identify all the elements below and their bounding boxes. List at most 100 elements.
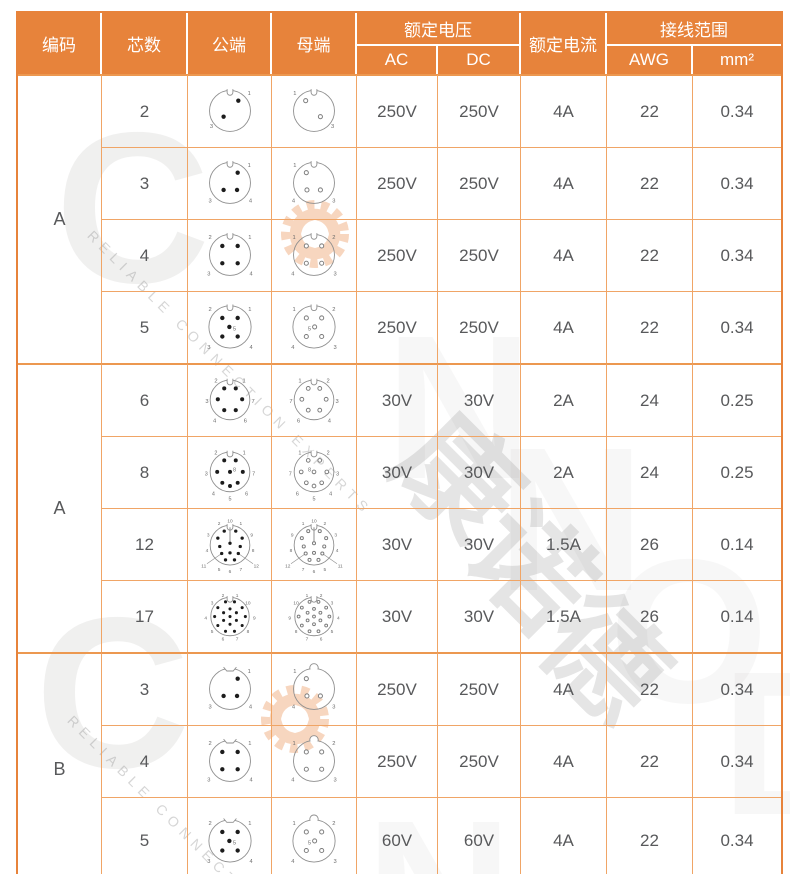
- mm2-cell: 0.25: [693, 436, 781, 508]
- header-awg: AWG: [607, 46, 693, 74]
- svg-text:6: 6: [313, 569, 316, 574]
- svg-text:1: 1: [302, 521, 305, 527]
- svg-text:6: 6: [228, 569, 231, 574]
- svg-text:7: 7: [251, 399, 254, 405]
- dc-voltage-cell: 30V: [438, 436, 521, 508]
- svg-text:5: 5: [308, 840, 311, 846]
- female-diagram-cell: 2 1 3 4: [272, 219, 357, 291]
- code-cell: A: [18, 363, 102, 652]
- svg-text:3: 3: [207, 272, 210, 278]
- svg-text:2: 2: [208, 235, 211, 241]
- current-cell: 4A: [521, 74, 607, 147]
- current-cell: 4A: [521, 725, 607, 797]
- svg-text:2: 2: [214, 378, 217, 384]
- female-connector-diagram: 1 3 4: [292, 161, 335, 204]
- table-row: 4 2 1 3 4 2 1 3 4 250V 250V 4A 22 0.34: [18, 219, 781, 291]
- current-cell: 1.5A: [521, 508, 607, 580]
- mm2-cell: 0.34: [693, 652, 781, 725]
- svg-text:3: 3: [335, 399, 338, 405]
- header-mm2: mm²: [693, 46, 781, 74]
- ac-voltage-cell: 250V: [357, 147, 438, 219]
- svg-text:10: 10: [227, 518, 233, 524]
- svg-text:3: 3: [331, 124, 334, 130]
- svg-text:4: 4: [291, 859, 295, 865]
- table-row: 4 2 1 3 4 2 1 3 4 250V 250V 4A 22 0.34: [18, 725, 781, 797]
- svg-text:3: 3: [208, 198, 211, 204]
- male-connector-diagram: 1 3 4: [208, 161, 252, 204]
- male-diagram-cell: 2 1 3 7 4 6 5 8: [188, 436, 272, 508]
- svg-text:1: 1: [242, 450, 245, 456]
- code-cell: A: [18, 74, 102, 363]
- male-connector-diagram: 2 1 3 4: [207, 233, 253, 278]
- svg-text:4: 4: [291, 345, 295, 351]
- awg-cell: 22: [607, 74, 693, 147]
- ac-voltage-cell: 250V: [357, 74, 438, 147]
- svg-text:9: 9: [252, 615, 255, 621]
- cores-cell: 4: [102, 219, 188, 291]
- female-connector-diagram: 13: [293, 89, 335, 132]
- cores-cell: 5: [102, 291, 188, 363]
- svg-text:3: 3: [210, 601, 213, 607]
- svg-text:3: 3: [334, 272, 337, 278]
- svg-text:9: 9: [288, 615, 291, 621]
- svg-text:1: 1: [306, 593, 309, 599]
- svg-text:8: 8: [308, 468, 311, 474]
- svg-text:2: 2: [327, 450, 330, 456]
- svg-text:6: 6: [243, 419, 246, 425]
- svg-text:4: 4: [204, 615, 207, 621]
- table-row: 5 2 1 3 4 5 2 1 3 4 5 60V 60V 4A 22 0.34: [18, 797, 781, 874]
- svg-text:2: 2: [208, 307, 211, 313]
- svg-text:2: 2: [320, 593, 323, 599]
- ac-voltage-cell: 30V: [357, 580, 438, 652]
- svg-text:1: 1: [298, 450, 301, 456]
- svg-text:6: 6: [245, 491, 248, 497]
- awg-cell: 22: [607, 725, 693, 797]
- svg-text:1: 1: [235, 593, 238, 599]
- svg-text:3: 3: [206, 533, 209, 539]
- svg-text:1: 1: [293, 307, 296, 313]
- current-cell: 4A: [521, 147, 607, 219]
- header-code: 编码: [18, 13, 102, 74]
- cores-cell: 3: [102, 147, 188, 219]
- current-cell: 4A: [521, 797, 607, 874]
- svg-text:7: 7: [235, 637, 238, 643]
- svg-text:4: 4: [336, 548, 339, 554]
- svg-text:4: 4: [211, 491, 214, 497]
- male-diagram-cell: 2 1 3 4 5: [188, 291, 272, 363]
- female-connector-diagram: 2 1 3 4 5: [291, 304, 337, 351]
- ac-voltage-cell: 30V: [357, 508, 438, 580]
- dc-voltage-cell: 60V: [438, 797, 521, 874]
- svg-text:1: 1: [247, 91, 250, 97]
- female-connector-diagram: 2 1 3 4: [291, 233, 337, 278]
- svg-text:4: 4: [249, 859, 253, 865]
- female-diagram-cell: 2 1 3 4 5: [272, 797, 357, 874]
- svg-text:1: 1: [293, 821, 296, 827]
- male-connector-diagram: 2 1 3 4 5: [207, 817, 253, 865]
- ac-voltage-cell: 60V: [357, 797, 438, 874]
- svg-text:11: 11: [201, 563, 206, 569]
- svg-text:3: 3: [207, 859, 210, 865]
- svg-text:1: 1: [248, 821, 251, 827]
- svg-text:2: 2: [332, 235, 335, 241]
- table-row: A 2 1 3 1 3 250V 250V 4A 22 0.34: [18, 74, 781, 363]
- female-diagram-cell: 1 3 4: [272, 147, 357, 219]
- table-row: 5 2 1 3 4 5 2 1 3 4 5 250V 250V 4A 22 0.34: [18, 291, 781, 363]
- svg-text:7: 7: [239, 567, 242, 573]
- svg-text:6: 6: [297, 419, 300, 425]
- svg-text:5: 5: [324, 567, 327, 573]
- svg-text:3: 3: [334, 778, 337, 784]
- svg-text:5: 5: [210, 629, 213, 635]
- cores-cell: 17: [102, 580, 188, 652]
- female-connector-diagram: 2 1 3 4: [291, 735, 337, 784]
- svg-text:4: 4: [291, 272, 295, 278]
- svg-text:4: 4: [205, 548, 208, 554]
- svg-text:1: 1: [298, 378, 301, 384]
- svg-text:7: 7: [252, 471, 255, 477]
- awg-cell: 22: [607, 291, 693, 363]
- svg-text:3: 3: [332, 704, 335, 710]
- svg-text:4: 4: [248, 198, 252, 204]
- male-diagram-cell: 1 10 9 8 7 6 5 4 3 2: [188, 580, 272, 652]
- svg-text:12: 12: [253, 563, 259, 569]
- female-connector-diagram: 2 1 3 7 4 6: [289, 378, 338, 425]
- awg-cell: 26: [607, 580, 693, 652]
